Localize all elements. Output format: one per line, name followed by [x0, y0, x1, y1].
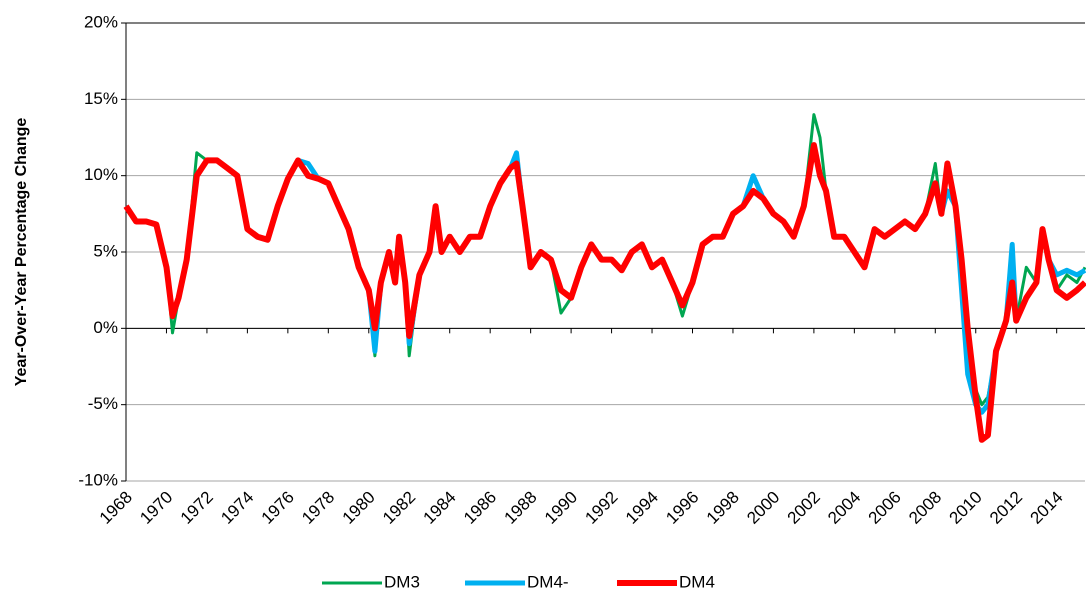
legend-label: DM4	[679, 572, 715, 591]
x-tick-label: 1970	[136, 488, 176, 528]
x-tick-label: 2008	[905, 488, 945, 528]
x-tick-label: 1994	[622, 488, 662, 528]
x-tick-label: 1972	[177, 488, 217, 528]
x-tick-label: 1990	[541, 488, 581, 528]
data-line	[123, 142, 1086, 415]
legend-label: DM4-	[527, 572, 569, 591]
x-tick-label: 1974	[217, 488, 257, 528]
x-tick-label: 1968	[96, 488, 136, 528]
x-tick-label: 1986	[460, 488, 500, 528]
x-tick-label: 1984	[420, 488, 460, 528]
data-line	[123, 142, 1086, 443]
x-tick-label: 1998	[703, 488, 743, 528]
y-tick-label: 5%	[93, 241, 118, 260]
x-tick-label: 1992	[581, 488, 621, 528]
x-tick-label: 2004	[824, 488, 864, 528]
x-tick-label: 2014	[1026, 488, 1066, 528]
x-tick-label: 2012	[986, 488, 1026, 528]
y-tick-label: 0%	[93, 318, 118, 337]
y-tick-label: -5%	[88, 394, 118, 413]
x-tick-label: 2006	[865, 488, 905, 528]
y-tick-label: 10%	[84, 165, 118, 184]
x-tick-label: 2002	[784, 488, 824, 528]
x-tick-label: 1980	[339, 488, 379, 528]
y-axis-label: Year-Over-Year Percentage Change	[13, 118, 30, 387]
x-tick-label: 1978	[298, 488, 338, 528]
x-tick-label: 1976	[258, 488, 298, 528]
legend-label: DM3	[384, 572, 420, 591]
x-tick-label: 2000	[743, 488, 783, 528]
x-tick-label: 1988	[500, 488, 540, 528]
y-tick-label: 15%	[84, 89, 118, 108]
x-tick-label: 1996	[662, 488, 702, 528]
y-tick-label: 20%	[84, 12, 118, 31]
y-tick-label: -10%	[78, 470, 118, 489]
x-tick-label: 2010	[946, 488, 986, 528]
x-tick-label: 1982	[379, 488, 419, 528]
